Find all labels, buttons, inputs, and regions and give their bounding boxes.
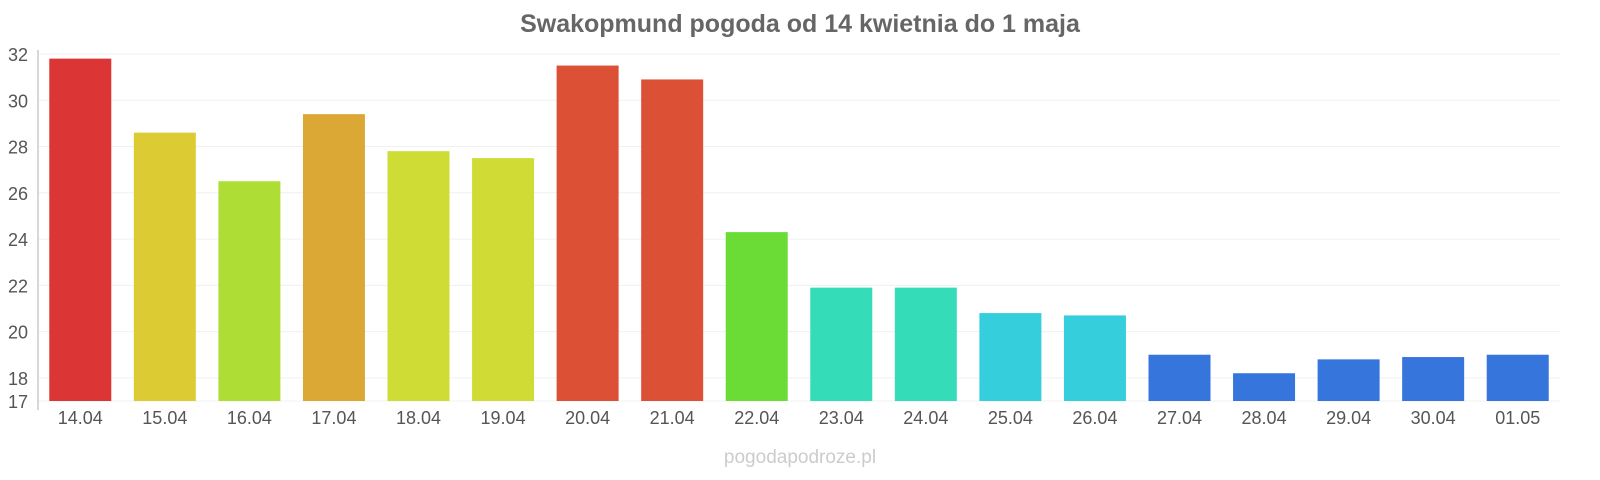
x-tick-label: 20.04 bbox=[565, 408, 610, 428]
bar-27.04 bbox=[1148, 354, 1211, 401]
bar-23.04 bbox=[810, 287, 873, 401]
bar-19.04 bbox=[472, 158, 535, 401]
x-tick-label: 17.04 bbox=[311, 408, 356, 428]
y-tick-label: 28 bbox=[8, 138, 28, 158]
x-tick-label: 24.04 bbox=[903, 408, 948, 428]
bar-30.04 bbox=[1402, 357, 1465, 401]
x-tick-label: 01.05 bbox=[1495, 408, 1540, 428]
y-tick-label: 20 bbox=[8, 323, 28, 343]
bar-22.04 bbox=[725, 232, 788, 401]
x-tick-label: 21.04 bbox=[650, 408, 695, 428]
watermark: pogodapodroze.pl bbox=[724, 447, 876, 468]
bar-18.04 bbox=[387, 151, 450, 401]
x-tick-label: 30.04 bbox=[1411, 408, 1456, 428]
y-tick-label: 32 bbox=[8, 45, 28, 65]
x-tick-label: 19.04 bbox=[481, 408, 526, 428]
bar-14.04 bbox=[49, 58, 112, 401]
bar-15.04 bbox=[133, 132, 196, 402]
y-tick-label: 22 bbox=[8, 276, 28, 296]
x-tick-label: 26.04 bbox=[1072, 408, 1117, 428]
chart-title: Swakopmund pogoda od 14 kwietnia do 1 ma… bbox=[520, 10, 1081, 38]
x-tick-label: 23.04 bbox=[819, 408, 864, 428]
y-tick-label: 18 bbox=[8, 369, 28, 389]
x-tick-label: 14.04 bbox=[58, 408, 103, 428]
bar-28.04 bbox=[1233, 373, 1296, 401]
x-tick-label: 16.04 bbox=[227, 408, 272, 428]
x-tick-label: 25.04 bbox=[988, 408, 1033, 428]
y-tick-label: 17 bbox=[8, 392, 28, 412]
y-tick-label: 24 bbox=[8, 230, 28, 250]
bar-16.04 bbox=[218, 181, 281, 401]
bar-24.04 bbox=[894, 287, 957, 401]
x-tick-label: 27.04 bbox=[1157, 408, 1202, 428]
y-tick-label: 26 bbox=[8, 184, 28, 204]
bar-26.04 bbox=[1063, 315, 1126, 401]
x-tick-label: 29.04 bbox=[1326, 408, 1371, 428]
x-tick-label: 22.04 bbox=[734, 408, 779, 428]
bar-21.04 bbox=[641, 79, 704, 402]
bar-25.04 bbox=[979, 313, 1042, 401]
x-tick-label: 28.04 bbox=[1242, 408, 1287, 428]
bar-29.04 bbox=[1317, 359, 1380, 401]
bar-01.05 bbox=[1486, 354, 1549, 401]
bar-20.04 bbox=[556, 65, 619, 402]
y-tick-label: 30 bbox=[8, 91, 28, 111]
x-tick-label: 18.04 bbox=[396, 408, 441, 428]
bar-17.04 bbox=[302, 114, 365, 401]
x-tick-label: 15.04 bbox=[142, 408, 187, 428]
